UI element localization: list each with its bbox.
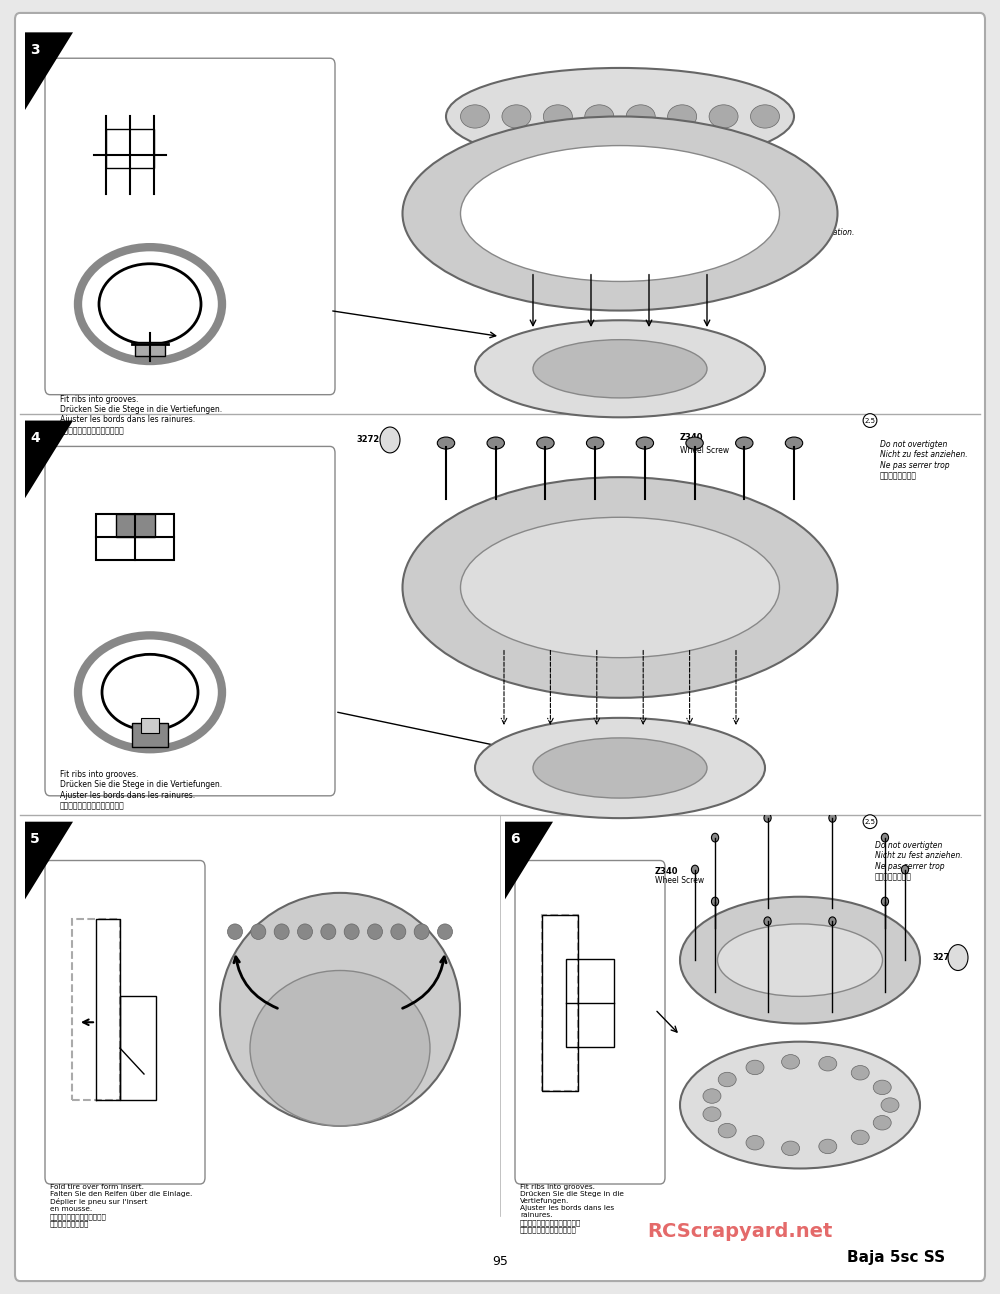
Text: 3: 3 (30, 43, 40, 57)
Text: Do not overtigten
Nicht zu fest anziehen.
Ne pas serrer trop
締めすぎに注意。: Do not overtigten Nicht zu fest anziehen… (880, 440, 968, 480)
Text: 4: 4 (30, 431, 40, 445)
Circle shape (380, 427, 400, 453)
Text: Z340: Z340 (680, 433, 704, 443)
Text: Wheel Screw: Wheel Screw (680, 446, 729, 455)
FancyBboxPatch shape (15, 13, 985, 1281)
Text: 95: 95 (492, 1255, 508, 1268)
Polygon shape (25, 421, 73, 498)
Text: Fit ribs into grooves.
Drücken Sie die Stege in die Vertiefungen.
Ajuster les bo: Fit ribs into grooves. Drücken Sie die S… (60, 395, 222, 435)
FancyBboxPatch shape (45, 58, 335, 395)
Polygon shape (505, 822, 553, 899)
Text: Fit ribs into grooves.
Drücken Sie die Stege in die Vertiefungen.
Ajuster les bo: Fit ribs into grooves. Drücken Sie die S… (60, 770, 222, 810)
Text: As shown in picture.
Wie im Bild gezeigt.
Comme indiqué sur l'illustration.
外形の小: As shown in picture. Wie im Bild gezeigt… (730, 207, 854, 248)
Text: Baja 5sc SS: Baja 5sc SS (847, 1250, 945, 1266)
Text: 2.5: 2.5 (864, 418, 876, 423)
Text: RCScrapyard.net: RCScrapyard.net (647, 1223, 833, 1241)
FancyBboxPatch shape (45, 446, 335, 796)
Text: 2.5: 2.5 (864, 819, 876, 824)
Text: Z340: Z340 (655, 867, 678, 876)
FancyBboxPatch shape (515, 861, 665, 1184)
Text: Do not overtigten
Nicht zu fest anziehen.
Ne pas serrer trop
締めすぎに注意。: Do not overtigten Nicht zu fest anziehen… (875, 841, 963, 881)
Polygon shape (25, 32, 73, 110)
Text: Fold tire over form insert.
Falten Sie den Reifen über die Einlage.
Déplier le p: Fold tire over form insert. Falten Sie d… (50, 1184, 192, 1228)
Text: Wheel Screw: Wheel Screw (655, 876, 704, 885)
Polygon shape (25, 822, 73, 899)
Text: Fit ribs into grooves.
Drücken Sie die Stege in die
Vertiefungen.
Ajuster les bo: Fit ribs into grooves. Drücken Sie die S… (520, 1184, 624, 1233)
Text: 3272: 3272 (357, 436, 380, 444)
Text: 5: 5 (30, 832, 40, 846)
Circle shape (948, 945, 968, 970)
Text: 3272: 3272 (933, 954, 956, 961)
FancyBboxPatch shape (45, 861, 205, 1184)
Text: 6: 6 (510, 832, 520, 846)
